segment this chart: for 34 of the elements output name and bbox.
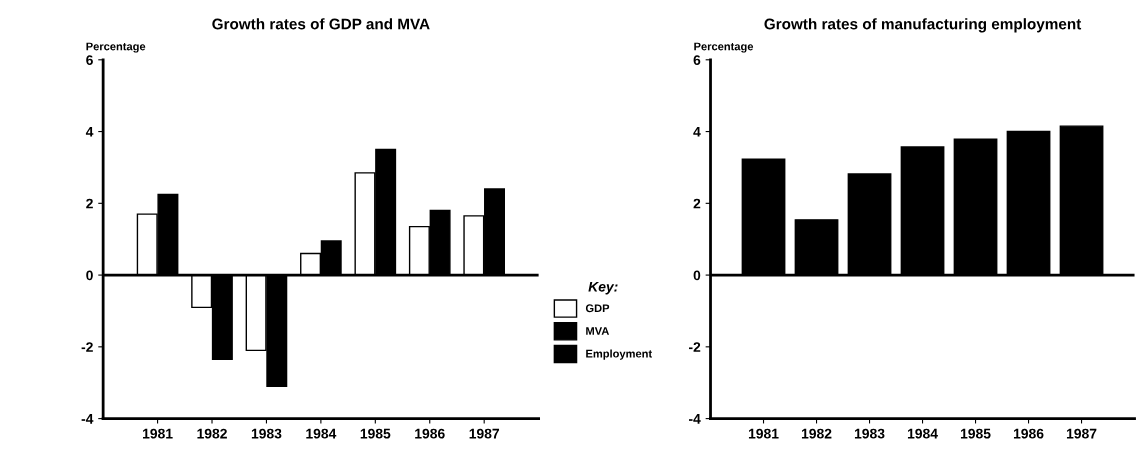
x-tick-label: 1984 xyxy=(907,428,938,439)
x-tick-label: 1982 xyxy=(197,428,227,439)
y-tick-label: 0 xyxy=(86,270,93,281)
y-axis-title: Percentage xyxy=(86,42,146,53)
x-tick-label: 1983 xyxy=(251,428,282,439)
y-tick-label: -2 xyxy=(81,342,93,352)
x-tick-label: 1985 xyxy=(960,428,991,439)
chart-title: Growth rates of GDP and MVA xyxy=(212,18,430,30)
x-tick-label: 1986 xyxy=(1013,428,1044,439)
y-tick-label: 2 xyxy=(693,198,701,209)
x-tick-label: 1982 xyxy=(801,428,832,439)
y-tick-label: -4 xyxy=(688,414,701,424)
text: Employment xyxy=(586,349,652,360)
y-tick-label: -2 xyxy=(688,342,701,352)
y-tick-label: 6 xyxy=(693,55,701,65)
x-tick-label: 1987 xyxy=(1066,428,1097,439)
x-tick-label: 1985 xyxy=(360,428,391,439)
y-tick-label: 4 xyxy=(85,127,94,137)
x-tick-label: 1986 xyxy=(415,428,445,439)
y-tick-label: 0 xyxy=(693,270,701,281)
y-tick-label: 4 xyxy=(693,127,701,137)
x-tick-label: 1981 xyxy=(748,428,779,439)
x-tick-label: 1981 xyxy=(143,428,173,439)
legend-label: GDP xyxy=(585,304,610,313)
y-tick-label: -4 xyxy=(81,414,94,424)
x-tick-label: 1987 xyxy=(469,428,500,439)
legend-label: MVA xyxy=(586,327,610,335)
x-tick-label: 1984 xyxy=(306,428,337,439)
legend-title: Key: xyxy=(588,281,618,295)
y-tick-label: 6 xyxy=(86,55,93,65)
y-axis-title: Percentage xyxy=(694,42,754,53)
chart-title: Growth rates of manufacturing employment xyxy=(764,18,1082,33)
y-tick-label: 2 xyxy=(86,198,93,209)
x-tick-label: 1983 xyxy=(854,428,885,439)
